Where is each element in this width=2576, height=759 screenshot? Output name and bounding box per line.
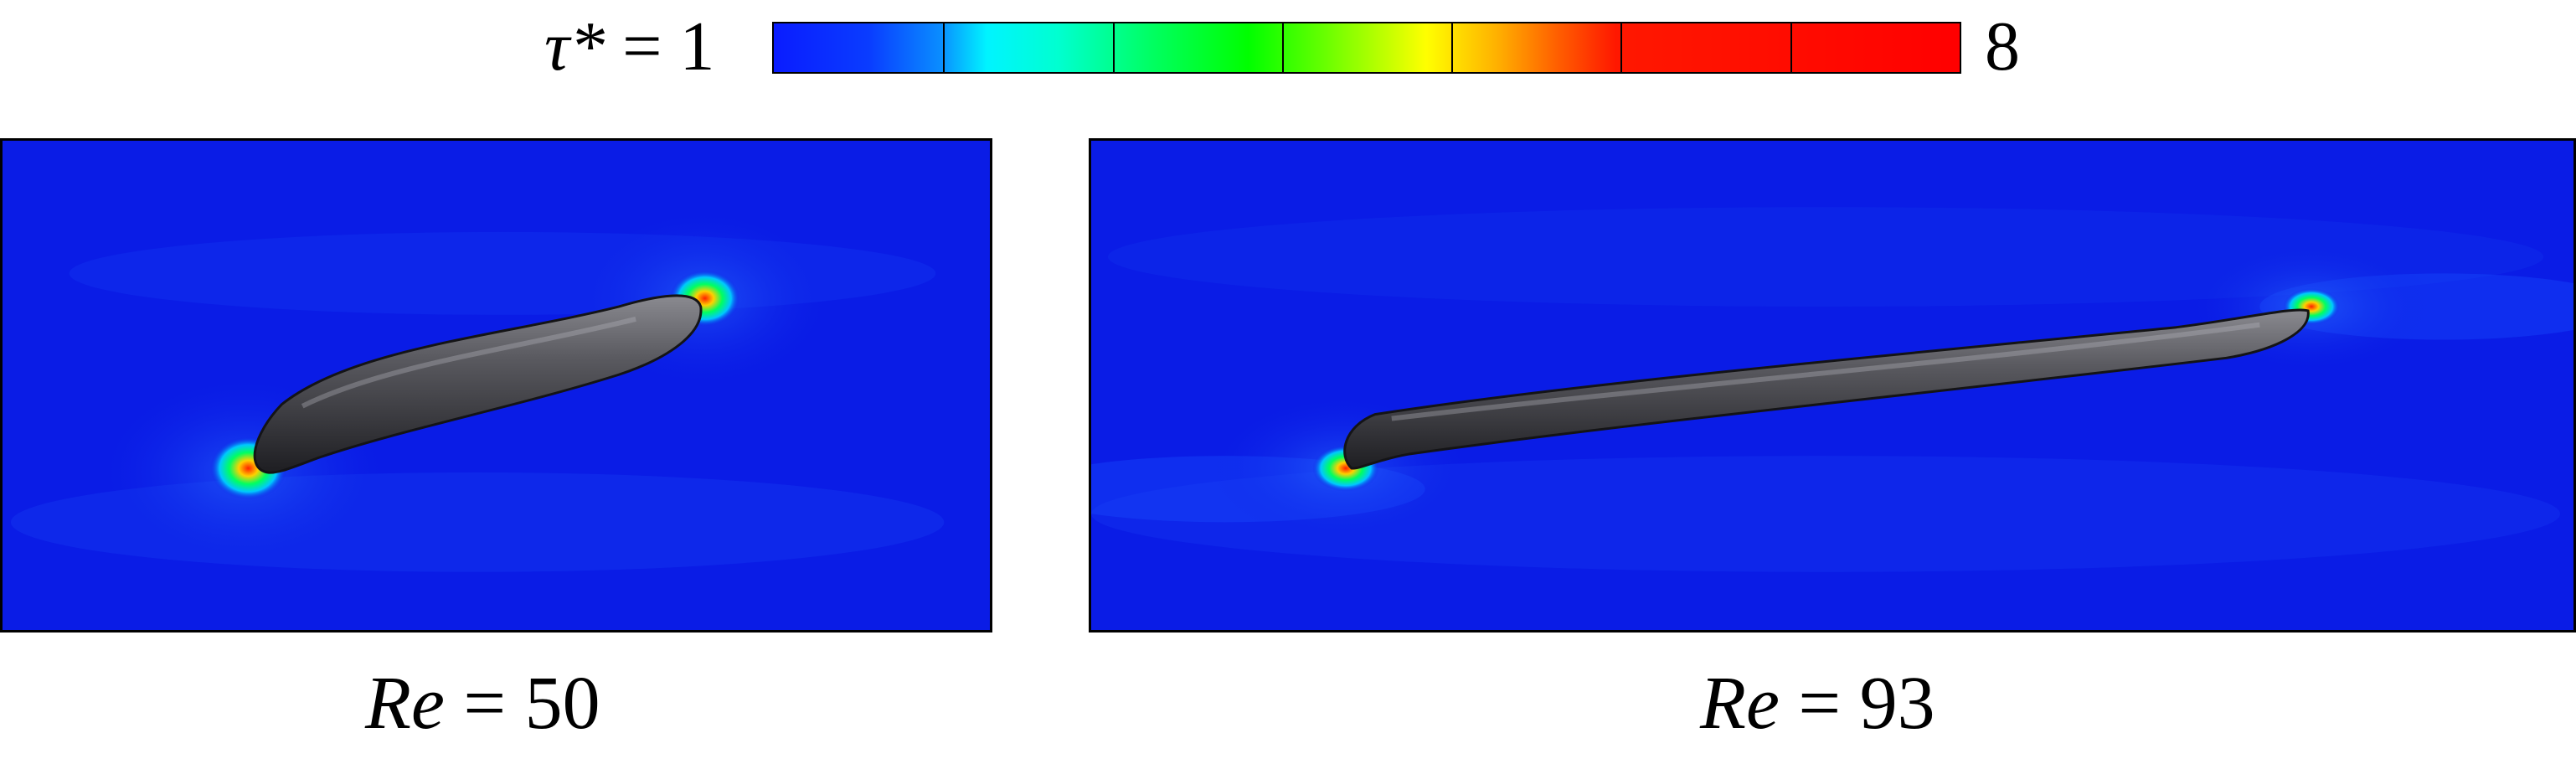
reynolds-symbol: Re [365, 662, 445, 745]
colorbar-tick-4 [1451, 23, 1454, 72]
colorbar-tick-6 [1790, 23, 1792, 72]
reynolds-value: = 93 [1779, 662, 1935, 745]
caption-re-93: Re = 93 [1700, 666, 1935, 741]
caption-re-50: Re = 50 [365, 666, 600, 741]
panel-re-50 [0, 138, 992, 632]
panel-re-50-field [3, 141, 990, 630]
reynolds-value: = 50 [444, 662, 600, 745]
droplet-shape [1343, 308, 2310, 470]
colorbar-tick-2 [1112, 23, 1115, 72]
colorbar-min-label: τ* = 1 [544, 12, 714, 82]
panel-re-93-field [1091, 141, 2573, 630]
tau-star-symbol: τ* [544, 8, 605, 85]
reynolds-symbol: Re [1700, 662, 1780, 745]
colorbar [772, 22, 1961, 74]
colorbar-max-label: 8 [1985, 8, 2020, 85]
panel-re-93 [1089, 138, 2576, 632]
colorbar-tick-3 [1281, 23, 1284, 72]
colorbar-tick-1 [943, 23, 945, 72]
colorbar-tick-5 [1620, 23, 1623, 72]
droplet-shape [253, 294, 703, 474]
colorbar-min-value: = 1 [605, 8, 715, 85]
